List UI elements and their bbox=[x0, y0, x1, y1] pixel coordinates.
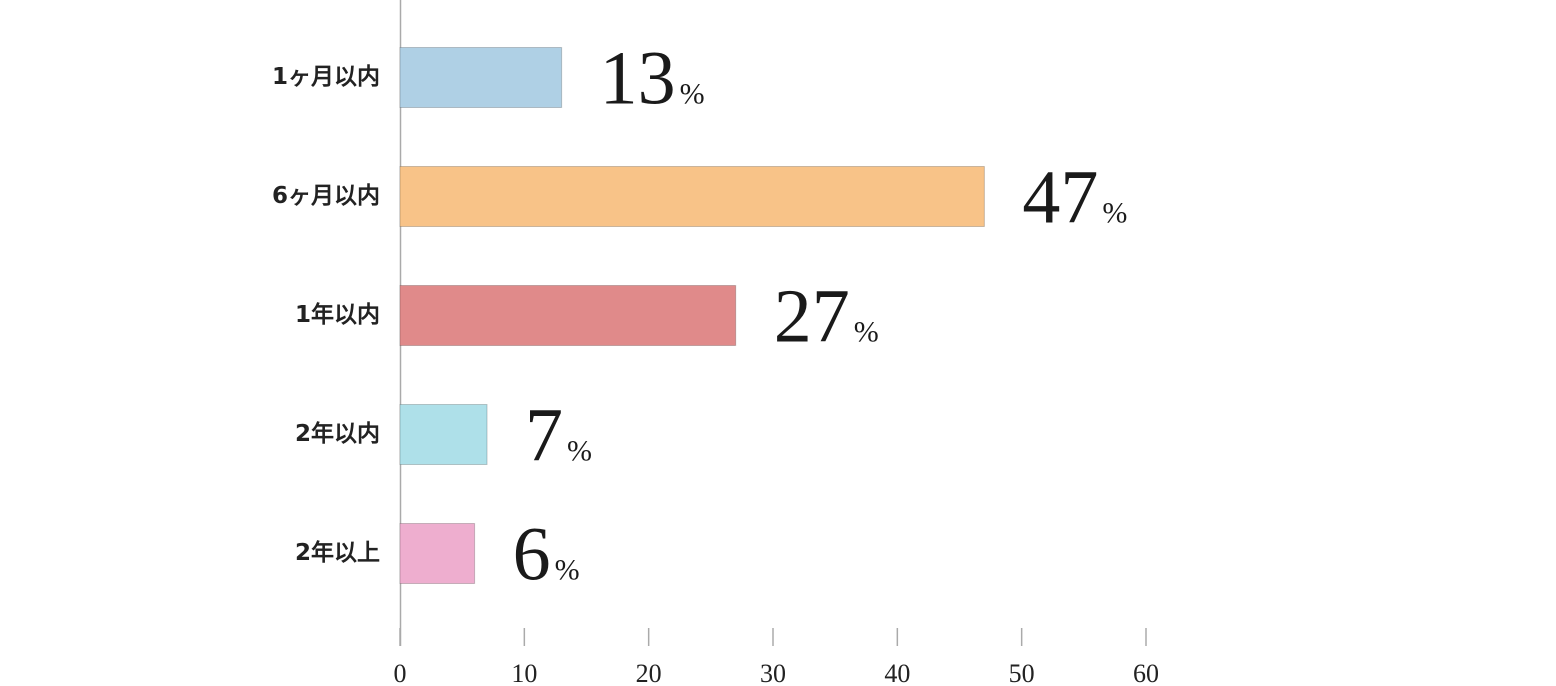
x-tick-label: 30 bbox=[760, 659, 786, 686]
value-unit: % bbox=[854, 316, 879, 349]
x-tick-label: 10 bbox=[511, 659, 537, 686]
value-label: 7% bbox=[525, 394, 592, 478]
value-number: 13 bbox=[600, 37, 676, 121]
value-label: 47% bbox=[1022, 156, 1127, 240]
value-number: 47 bbox=[1022, 156, 1098, 240]
value-unit: % bbox=[555, 554, 580, 587]
bar bbox=[399, 285, 737, 346]
bar bbox=[399, 404, 488, 465]
value-number: 6 bbox=[513, 513, 551, 597]
x-tick-label: 0 bbox=[394, 659, 407, 686]
value-unit: % bbox=[680, 78, 705, 111]
value-number: 27 bbox=[774, 275, 850, 359]
value-label: 27% bbox=[774, 275, 879, 359]
category-label: 2年以内 bbox=[295, 420, 380, 447]
bar bbox=[399, 166, 985, 227]
category-label: 6ヶ月以内 bbox=[272, 183, 380, 209]
category-label: 2年以上 bbox=[295, 539, 380, 566]
category-label: 1ヶ月以内 bbox=[272, 64, 380, 90]
value-number: 7 bbox=[525, 394, 563, 478]
x-tick-label: 60 bbox=[1133, 659, 1159, 686]
value-unit: % bbox=[567, 435, 592, 468]
x-tick-label: 50 bbox=[1009, 659, 1035, 686]
value-label: 6% bbox=[513, 513, 580, 597]
bar bbox=[399, 47, 563, 108]
bar bbox=[399, 523, 476, 584]
category-label: 1年以内 bbox=[295, 301, 380, 328]
x-tick-label: 40 bbox=[884, 659, 910, 686]
x-tick-label: 20 bbox=[636, 659, 662, 686]
value-unit: % bbox=[1102, 197, 1127, 230]
value-label: 13% bbox=[600, 37, 705, 121]
